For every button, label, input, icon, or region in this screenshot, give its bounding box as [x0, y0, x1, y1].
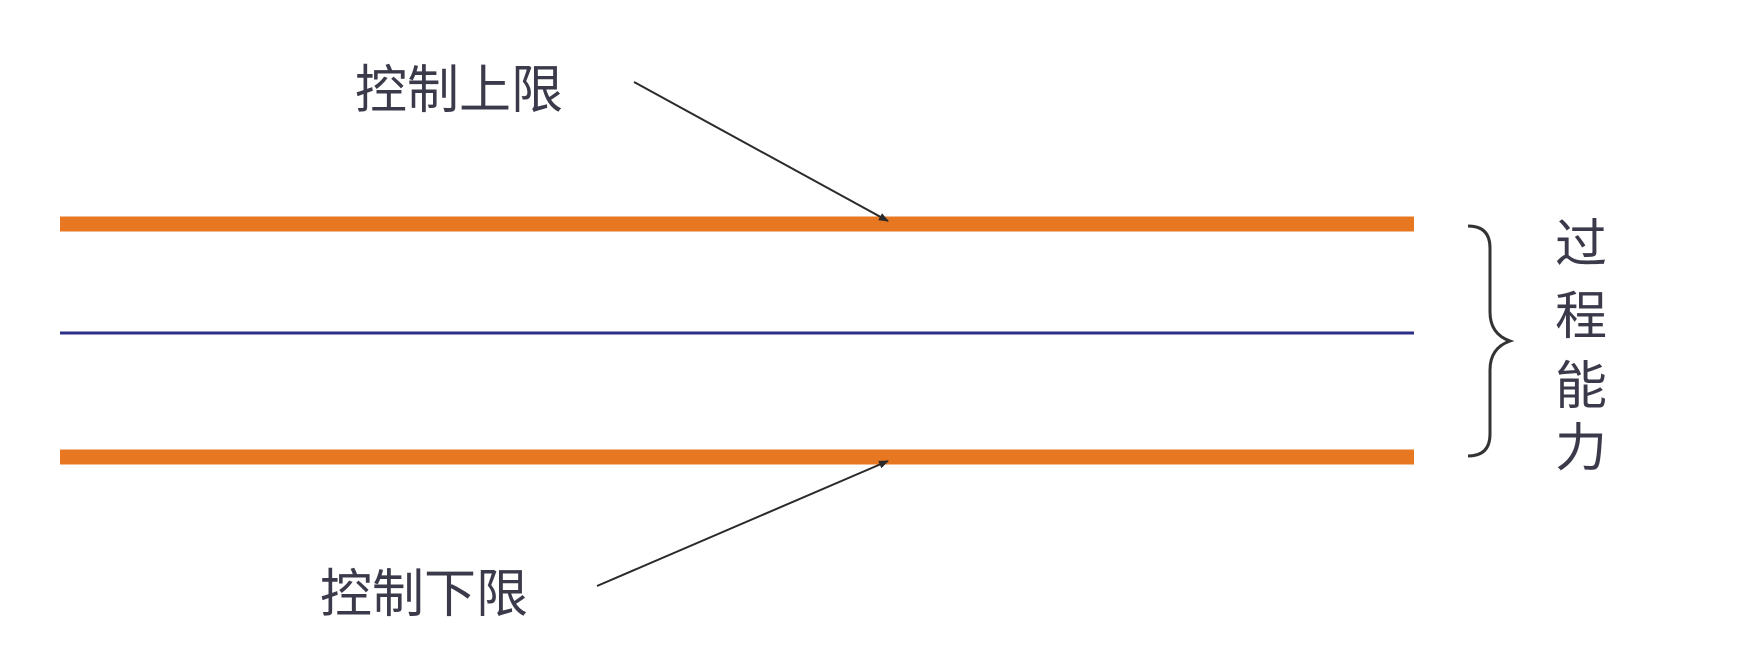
lower-limit-arrow	[596, 460, 889, 587]
upper-limit-arrow	[633, 81, 889, 222]
process-capability-brace	[1467, 224, 1515, 458]
lower-limit-label: 控制下限	[320, 565, 528, 625]
process-capability-char-2: 程	[1555, 287, 1607, 347]
upper-limit-label: 控制上限	[355, 61, 563, 121]
process-capability-char-4: 力	[1555, 419, 1607, 479]
process-capability-char-1: 过	[1555, 215, 1607, 275]
process-capability-char-3: 能	[1555, 357, 1607, 417]
